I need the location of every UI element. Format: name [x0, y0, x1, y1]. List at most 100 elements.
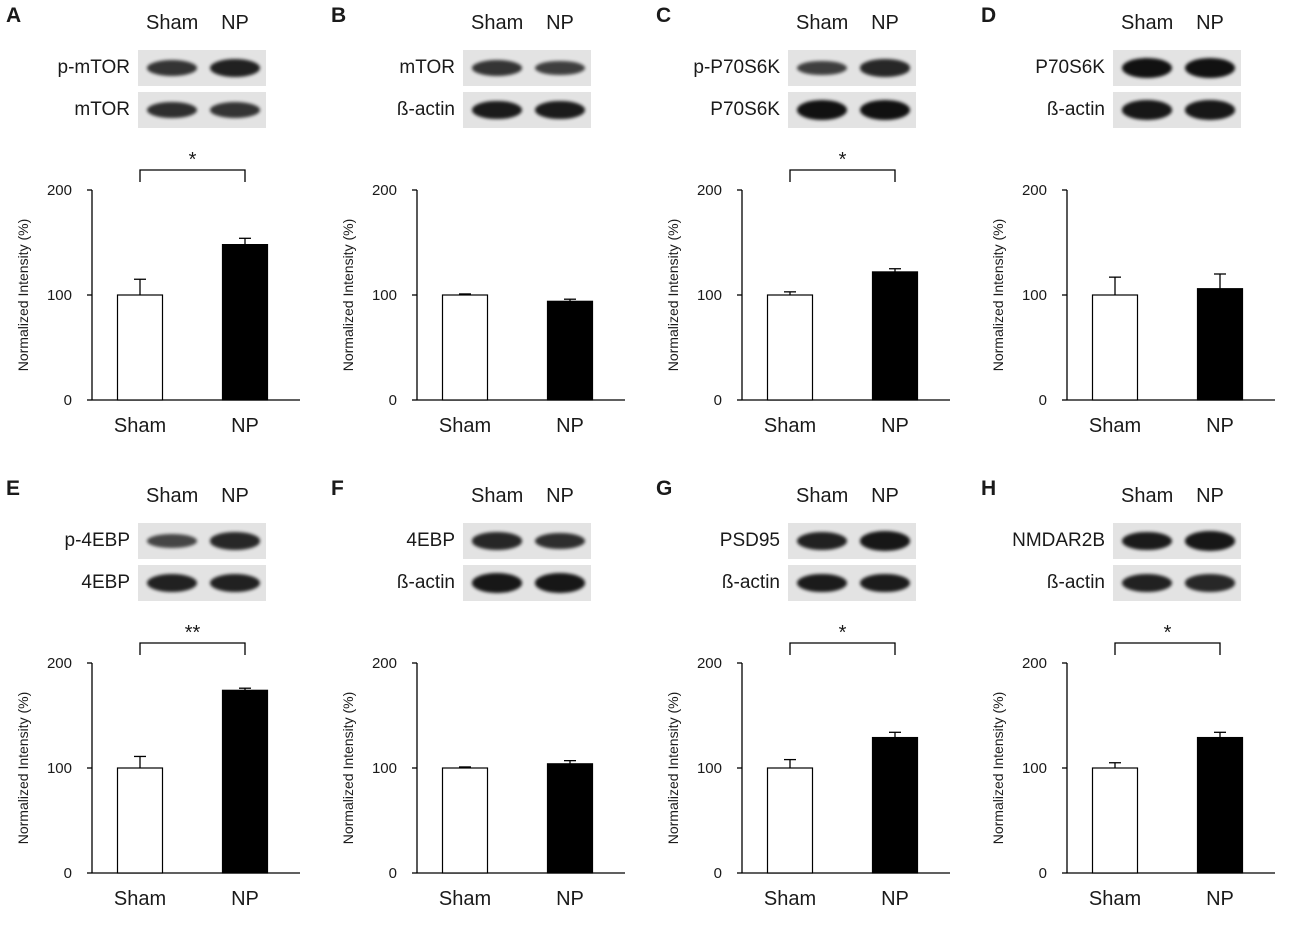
blot-label: ß-actin — [1046, 99, 1105, 120]
blot-label: p-P70S6K — [693, 57, 780, 78]
protein-band — [860, 59, 910, 77]
panel-h: H Sham NP NMDAR2B ß-actin Normalized Intensit… — [975, 473, 1300, 946]
y-tick-label: 0 — [389, 865, 397, 882]
panel-e: E Sham NP p-4EBP 4EBP Normalized Intensity (%… — [0, 473, 325, 946]
bar-np — [221, 689, 269, 874]
protein-band — [1122, 574, 1172, 592]
significance-marker: * — [839, 150, 847, 171]
y-tick-label: 100 — [697, 287, 722, 304]
panel-a: A Sham NP p-mTOR mTOR Normalized Intensity (%… — [0, 0, 325, 473]
bar-plot: Normalized Intensity (%) 0 100 200 Sham NP * — [665, 150, 950, 437]
y-tick-label: 0 — [714, 865, 722, 882]
x-tick-label: NP — [556, 888, 584, 910]
y-tick-label: 100 — [1022, 287, 1047, 304]
lane-header-sham: Sham — [796, 485, 849, 507]
lane-header-sham: Sham — [1121, 12, 1174, 34]
blot-strip — [138, 565, 266, 601]
lane-header-np: NP — [1196, 485, 1224, 507]
bar-sham — [441, 294, 489, 401]
bar-sham — [116, 767, 164, 874]
blot-strip — [788, 50, 916, 86]
lane-header-sham: Sham — [796, 12, 849, 34]
bar-np — [871, 271, 919, 401]
panel-label: F — [331, 477, 344, 500]
protein-band — [797, 100, 847, 120]
bar-np — [1196, 736, 1244, 874]
x-tick-label: NP — [881, 415, 909, 437]
y-tick-label: 200 — [697, 182, 722, 199]
y-tick-label: 0 — [714, 392, 722, 409]
protein-band — [147, 574, 197, 592]
y-tick-label: 0 — [64, 865, 72, 882]
significance-bracket — [1114, 642, 1221, 655]
bar-sham — [441, 767, 489, 874]
protein-band — [147, 534, 197, 548]
blot-strip — [138, 50, 266, 86]
blot-strip — [1113, 50, 1241, 86]
protein-band — [472, 100, 522, 120]
significance-marker: * — [189, 150, 197, 171]
panel-label: A — [6, 4, 22, 27]
y-tick-label: 100 — [372, 287, 397, 304]
significance-bracket — [789, 642, 896, 655]
protein-band — [147, 60, 197, 76]
panel-c: C Sham NP p-P70S6K P70S6K Normalized Intensit… — [650, 0, 975, 473]
bar-plot: Normalized Intensity (%) 0 100 200 Sham NP * — [665, 623, 950, 910]
blot-strip — [1113, 523, 1241, 559]
y-tick-label: 0 — [1039, 392, 1047, 409]
y-tick-label: 100 — [1022, 760, 1047, 777]
protein-band — [472, 60, 522, 76]
significance-marker: * — [1164, 623, 1172, 644]
protein-band — [535, 573, 585, 593]
x-tick-label: Sham — [1089, 415, 1141, 437]
y-axis-label: Normalized Intensity (%) — [990, 219, 1006, 372]
blot-label: ß-actin — [396, 99, 455, 120]
bar-np — [546, 300, 594, 401]
lane-header-np: NP — [1196, 12, 1224, 34]
bar-plot: Normalized Intensity (%) 0 100 200 Sham NP — [990, 182, 1275, 437]
protein-band — [797, 60, 847, 76]
blot-label: PSD95 — [719, 530, 780, 551]
protein-band — [797, 573, 847, 593]
x-tick-label: Sham — [439, 888, 491, 910]
bar-plot: Normalized Intensity (%) 0 100 200 Sham NP — [340, 182, 625, 437]
x-tick-label: Sham — [1089, 888, 1141, 910]
lane-header-sham: Sham — [471, 12, 524, 34]
blot-label: p-4EBP — [64, 530, 130, 551]
protein-band — [1185, 58, 1235, 78]
blot-strip — [1113, 92, 1241, 128]
panel-label: E — [6, 477, 21, 500]
y-axis-label: Normalized Intensity (%) — [340, 219, 356, 372]
blot-strip — [463, 565, 591, 601]
x-tick-label: Sham — [764, 415, 816, 437]
significance-marker: ** — [185, 623, 201, 644]
blot-strip — [788, 92, 916, 128]
bar-np — [546, 763, 594, 874]
x-tick-label: Sham — [114, 888, 166, 910]
panel-g: G Sham NP PSD95 ß-actin Normalized Intensity … — [650, 473, 975, 946]
panel-f: F Sham NP 4EBP ß-actin Normalized Intensity (… — [325, 473, 650, 946]
protein-band — [1122, 531, 1172, 551]
bar-sham — [1091, 294, 1139, 401]
y-axis-label: Normalized Intensity (%) — [15, 219, 31, 372]
bar-np — [221, 243, 269, 401]
y-tick-label: 0 — [1039, 865, 1047, 882]
panel-label: C — [656, 4, 672, 27]
x-tick-label: NP — [556, 415, 584, 437]
blot-strip — [788, 565, 916, 601]
panel-label: B — [331, 4, 347, 27]
y-axis-label: Normalized Intensity (%) — [665, 219, 681, 372]
protein-band — [535, 532, 585, 550]
blot-label: 4EBP — [81, 572, 130, 593]
y-tick-label: 200 — [372, 655, 397, 672]
protein-band — [147, 101, 197, 119]
y-tick-label: 200 — [697, 655, 722, 672]
y-axis-label: Normalized Intensity (%) — [990, 692, 1006, 845]
protein-band — [535, 60, 585, 76]
panel-b: B Sham NP mTOR ß-actin Normalized Intensity (… — [325, 0, 650, 473]
lane-header-sham: Sham — [146, 485, 199, 507]
bar-sham — [766, 294, 814, 401]
y-tick-label: 200 — [372, 182, 397, 199]
protein-band — [860, 573, 910, 593]
y-tick-label: 200 — [47, 182, 72, 199]
